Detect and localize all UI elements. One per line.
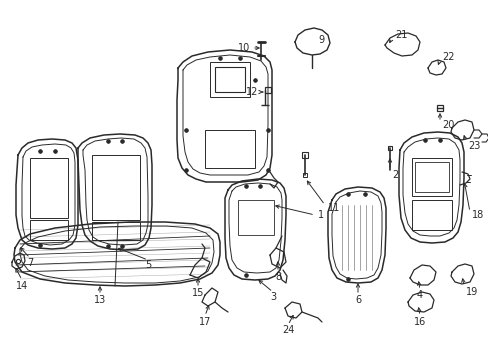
Text: 17: 17 bbox=[199, 317, 211, 327]
Text: 12: 12 bbox=[245, 87, 258, 97]
Bar bbox=[215, 67, 244, 92]
Text: 24: 24 bbox=[281, 325, 294, 335]
Text: 14: 14 bbox=[16, 281, 28, 291]
Text: 10: 10 bbox=[237, 43, 249, 53]
Text: 9: 9 bbox=[317, 35, 324, 45]
Bar bbox=[209, 62, 249, 97]
Text: 21: 21 bbox=[394, 30, 407, 40]
Text: 13: 13 bbox=[94, 295, 106, 305]
Text: 1: 1 bbox=[317, 210, 324, 220]
Bar bbox=[92, 155, 140, 220]
Text: 19: 19 bbox=[465, 287, 477, 297]
Text: 4: 4 bbox=[416, 290, 422, 300]
Text: 7: 7 bbox=[27, 258, 33, 268]
Text: 5: 5 bbox=[144, 260, 151, 270]
Text: 3: 3 bbox=[269, 292, 276, 302]
Bar bbox=[238, 200, 273, 235]
Bar bbox=[30, 220, 68, 240]
Text: 2: 2 bbox=[391, 170, 397, 180]
Text: 15: 15 bbox=[191, 288, 204, 298]
Bar bbox=[92, 222, 140, 240]
Text: 23: 23 bbox=[467, 141, 479, 151]
Bar bbox=[204, 130, 254, 168]
Text: 6: 6 bbox=[354, 295, 360, 305]
Bar bbox=[414, 162, 448, 192]
Bar bbox=[30, 158, 68, 218]
Bar bbox=[411, 200, 451, 230]
Text: 8: 8 bbox=[274, 272, 281, 282]
Text: 11: 11 bbox=[327, 203, 340, 213]
Text: 16: 16 bbox=[413, 317, 425, 327]
Text: 22: 22 bbox=[441, 52, 453, 62]
Text: 18: 18 bbox=[471, 210, 483, 220]
Text: 20: 20 bbox=[441, 120, 453, 130]
Bar bbox=[411, 158, 451, 196]
